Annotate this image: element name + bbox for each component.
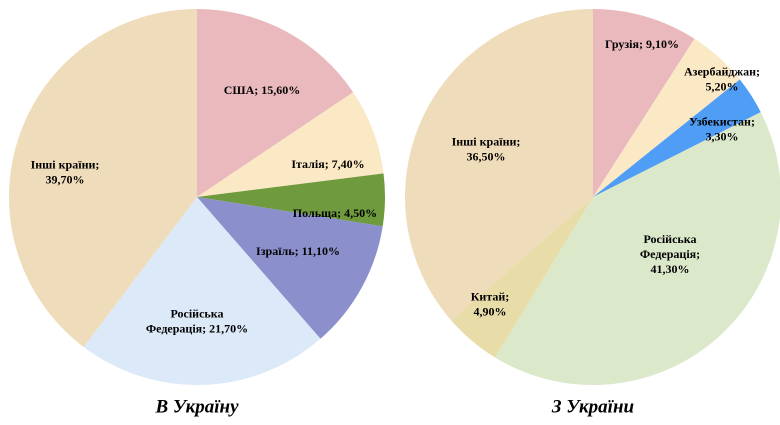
pie-slice: [593, 9, 695, 197]
pie-slice: [593, 79, 761, 197]
data-label: Інші країни; 36,50%: [452, 134, 521, 163]
pie-slice: [83, 197, 321, 385]
data-label-line: 39,70%: [46, 172, 85, 186]
chart-title: В Україну: [154, 396, 239, 417]
data-label-line: Інші країни;: [31, 157, 100, 171]
data-label-line: Федерація; 21,70%: [146, 321, 248, 335]
data-label-line: 36,50%: [467, 149, 506, 163]
data-label: Російська Федерація; 21,70%: [146, 306, 248, 335]
data-label-line: Китай;: [471, 289, 510, 303]
data-label: Інші країни; 39,70%: [31, 157, 100, 186]
pie-slice: [495, 112, 780, 385]
data-label-line: 5,20%: [706, 79, 739, 93]
data-label-line: 41,30%: [651, 262, 690, 276]
pie-slice: [197, 197, 383, 339]
data-label-line: Італія; 7,40%: [291, 157, 364, 171]
pie-slice: [405, 9, 593, 321]
pie-slice: [451, 197, 593, 358]
data-label-line: 3,30%: [706, 129, 739, 143]
data-label-line: Російська: [170, 306, 223, 320]
data-label: Італія; 7,40%: [291, 157, 364, 171]
data-label: США; 15,60%: [224, 83, 301, 97]
pie-slice: [593, 38, 740, 198]
data-label: Польща; 4,50%: [293, 206, 377, 220]
data-label-line: 4,90%: [474, 304, 507, 318]
data-label-line: Російська: [643, 232, 696, 246]
data-label-line: Узбекистан;: [689, 114, 755, 128]
chart-title: З України: [551, 396, 634, 417]
pie-slice: [197, 92, 384, 197]
data-label-line: Федерація;: [640, 247, 700, 261]
data-label: Російська Федерація; 41,30%: [640, 232, 700, 276]
data-label-line: Ізраїль; 11,10%: [256, 244, 340, 258]
data-label-line: Польща; 4,50%: [293, 206, 377, 220]
pie-slice: [197, 173, 385, 227]
data-label-line: Інші країни;: [452, 134, 521, 148]
pie-slice: [197, 9, 354, 197]
data-label: Узбекистан; 3,30%: [689, 114, 755, 143]
data-label: Ізраїль; 11,10%: [256, 244, 340, 258]
data-label-line: Азербайджан;: [684, 64, 760, 78]
data-label-line: Грузія; 9,10%: [605, 37, 679, 51]
data-label: Азербайджан; 5,20%: [684, 64, 760, 93]
data-label-line: США; 15,60%: [224, 83, 301, 97]
data-label: Китай; 4,90%: [471, 289, 510, 318]
data-label: Грузія; 9,10%: [605, 37, 679, 51]
pie-slice: [8, 9, 197, 347]
